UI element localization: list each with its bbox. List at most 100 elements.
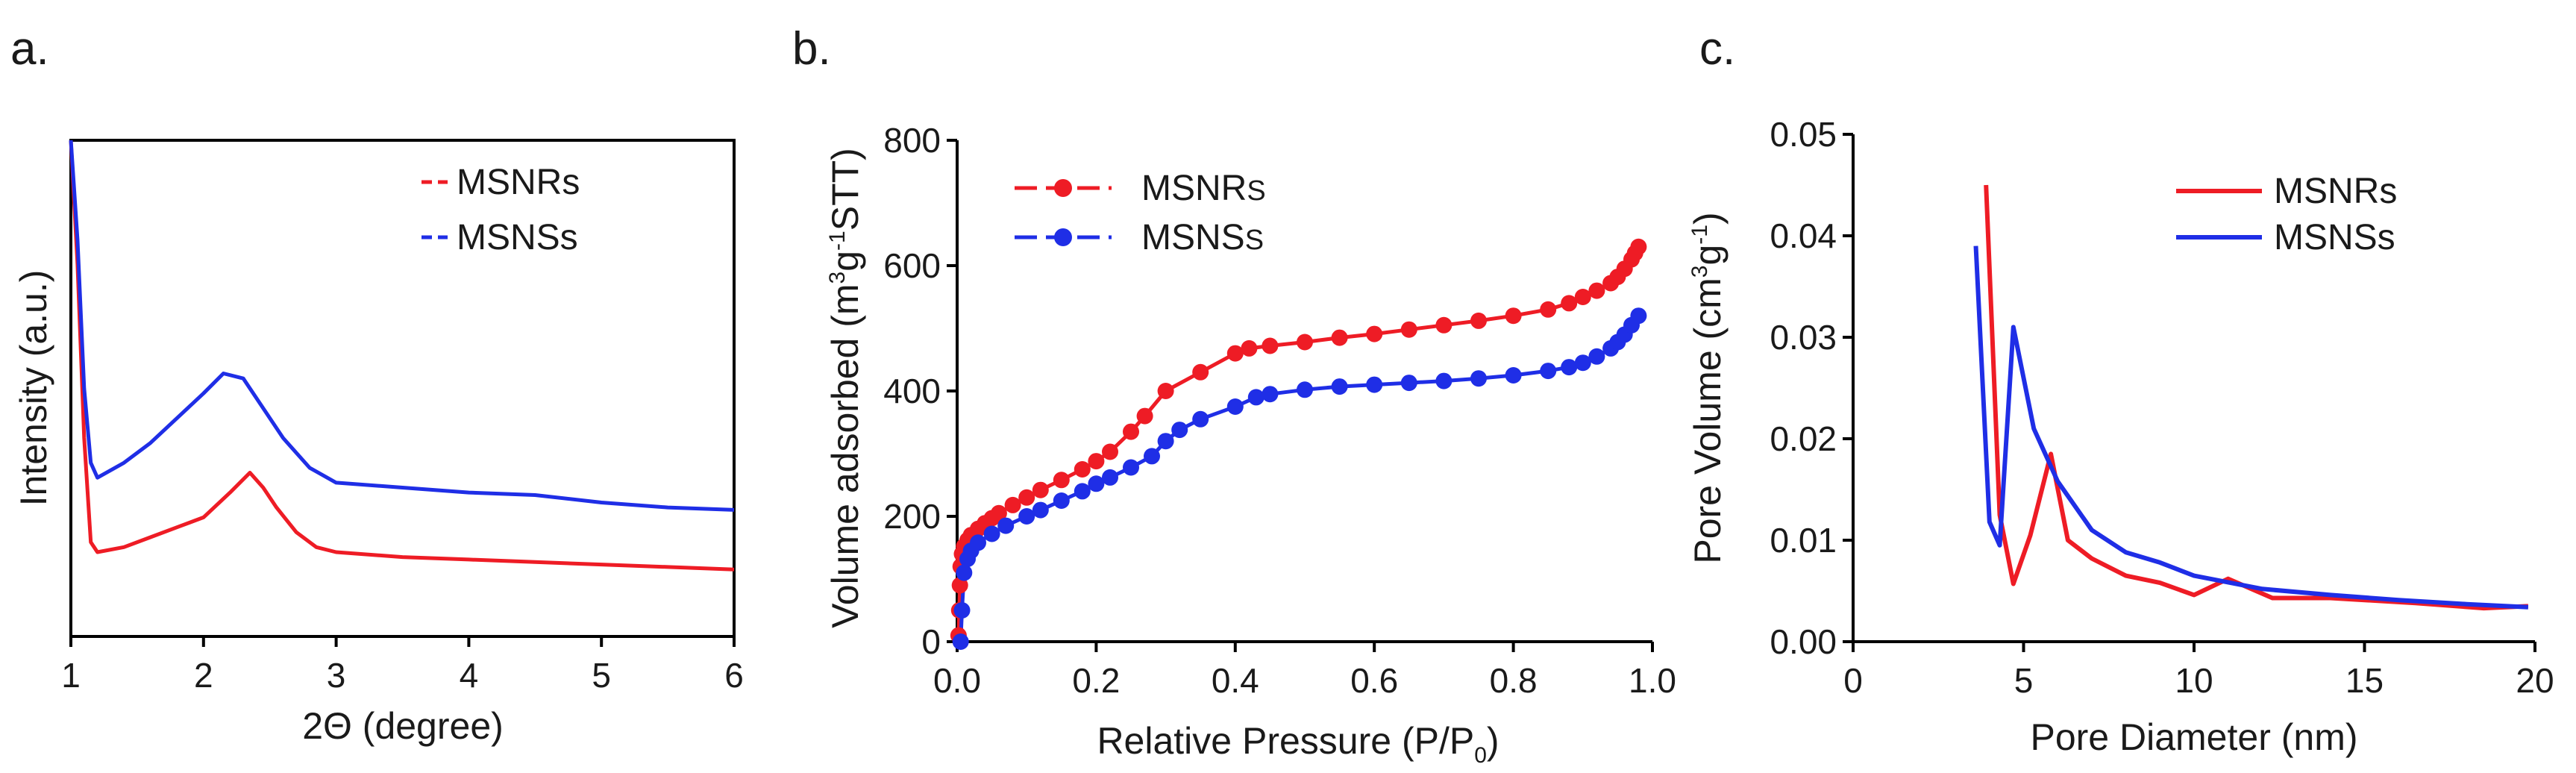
data-point — [1018, 489, 1035, 506]
panel-b-x-axis-title: Relative Pressure (P/P0) — [1097, 720, 1499, 768]
data-point — [1053, 472, 1070, 489]
x-tick-label: 0.4 — [1212, 661, 1259, 700]
x-tick-label: 0.8 — [1490, 661, 1538, 700]
data-point — [1470, 312, 1487, 329]
panel-a-legend: MSNRs MSNSs — [422, 163, 580, 257]
data-point — [1247, 389, 1265, 406]
panel-b-y-ticks: 0 200 400 600 800 — [883, 121, 957, 661]
data-point — [1074, 461, 1091, 478]
panel-c-legend: MSNRs MSNSs — [2176, 172, 2397, 257]
panel-b-y-axis-title: Volume adsorbed (m3g-1STT) — [824, 148, 866, 628]
panel-b-markers-msnss — [952, 307, 1647, 650]
panel-a-line-msnrs — [69, 140, 735, 572]
x-tick-label: 1 — [61, 656, 81, 695]
panel-b-markers-msnrs — [950, 238, 1647, 644]
data-point — [951, 577, 968, 594]
panel-b-legend-label-msnss: MSNSS — [1141, 218, 1264, 257]
panel-c-y-ticks: 0.00 0.01 0.02 0.03 0.04 0.05 — [1770, 115, 1853, 661]
data-point — [1470, 370, 1487, 387]
y-tick-label: 400 — [883, 372, 941, 410]
data-point — [1226, 398, 1244, 415]
panel-a-y-axis-title: Intensity (a.u.) — [13, 270, 54, 507]
panel-c-y-axis-title: Pore Volume (cm3g-1) — [1687, 212, 1729, 563]
x-tick-label: 20 — [2516, 661, 2554, 700]
y-tick-label: 0 — [921, 622, 941, 661]
data-point — [1630, 307, 1647, 325]
x-tick-label: 10 — [2175, 661, 2213, 700]
data-point — [1331, 329, 1348, 346]
data-point — [970, 534, 986, 551]
data-point — [1435, 372, 1452, 389]
data-point — [1136, 407, 1153, 425]
data-point — [1366, 376, 1383, 393]
data-point — [1074, 483, 1091, 500]
panel-b-legend-marker-msnrs — [1054, 179, 1072, 197]
panel-a-x-ticks: 1 2 3 4 5 6 — [61, 636, 744, 695]
data-point — [1102, 443, 1118, 460]
panel-c-label: c. — [1699, 23, 1735, 75]
x-tick-label: 0.0 — [933, 661, 981, 700]
panel-b-label: b. — [792, 23, 831, 75]
data-point — [1032, 501, 1049, 519]
data-point — [1331, 378, 1348, 395]
panel-b-x-ticks: 0.0 0.2 0.4 0.6 0.8 1.0 — [933, 642, 1676, 700]
panel-b-legend-label-msnrs: MSNRS — [1141, 169, 1266, 208]
data-point — [1102, 469, 1118, 486]
data-point — [997, 517, 1015, 534]
data-point — [1505, 367, 1522, 384]
panel-c-x-axis-title: Pore Diameter (nm) — [2031, 716, 2358, 758]
data-point — [1157, 383, 1174, 399]
panel-c-legend-label-msnss: MSNSs — [2274, 218, 2395, 257]
data-point — [1561, 359, 1578, 376]
y-tick-label: 0.00 — [1770, 622, 1837, 661]
x-tick-label: 0 — [1843, 661, 1863, 700]
data-point — [1561, 295, 1578, 312]
data-point — [1088, 475, 1105, 492]
data-point — [1366, 325, 1383, 342]
panel-c-line-msnss — [1973, 245, 2529, 610]
x-tick-label: 5 — [2014, 661, 2034, 700]
data-point — [1192, 363, 1209, 381]
x-tick-label: 6 — [724, 656, 744, 695]
data-point — [1574, 289, 1591, 305]
panel-b-legend: MSNRS MSNSS — [1015, 169, 1266, 257]
y-tick-label: 0.01 — [1770, 521, 1837, 560]
x-tick-label: 15 — [2345, 661, 2384, 700]
data-point — [1297, 334, 1313, 351]
panel-a: a. 1 2 3 4 5 6 2Θ (degree) Intensity (a.u.) M… — [10, 23, 744, 747]
panel-c-x-ticks: 0 5 10 15 20 — [1843, 642, 2554, 700]
data-point — [1505, 307, 1522, 325]
data-point — [1262, 337, 1279, 354]
data-point — [956, 564, 973, 581]
data-point — [1241, 339, 1258, 357]
data-point — [1032, 481, 1049, 498]
panel-c: c. 0 5 10 15 20 0.00 0.01 0.02 0.03 0.04 0.05 Por… — [1687, 23, 2554, 758]
panel-a-line-msnss — [69, 140, 735, 512]
data-point — [1435, 316, 1452, 334]
panel-b-line-msnrs — [956, 245, 1640, 636]
y-tick-label: 0.02 — [1770, 419, 1837, 458]
data-point — [1540, 363, 1557, 380]
x-tick-label: 4 — [460, 656, 479, 695]
y-tick-label: 600 — [883, 246, 941, 285]
data-point — [1053, 492, 1070, 509]
data-point — [1540, 301, 1557, 318]
panel-a-legend-label-msnrs: MSNRs — [457, 163, 580, 202]
panel-b: b. 0.0 0.2 0.4 0.6 0.8 1.0 0 200 400 600 800 Rela… — [792, 23, 1676, 768]
data-point — [1171, 422, 1188, 439]
data-point — [983, 525, 1000, 542]
data-point — [1123, 423, 1139, 440]
data-point — [952, 633, 969, 650]
x-tick-label: 2 — [194, 656, 213, 695]
y-tick-label: 800 — [883, 121, 941, 160]
x-tick-label: 1.0 — [1629, 661, 1676, 700]
data-point — [953, 602, 971, 619]
data-point — [1144, 448, 1160, 465]
panel-a-legend-label-msnss: MSNSs — [457, 218, 578, 257]
data-point — [1088, 453, 1105, 470]
panel-c-line-msnrs — [1984, 184, 2529, 611]
data-point — [1400, 375, 1417, 392]
data-point — [1630, 238, 1647, 255]
data-point — [1004, 496, 1021, 513]
data-point — [1588, 348, 1605, 365]
